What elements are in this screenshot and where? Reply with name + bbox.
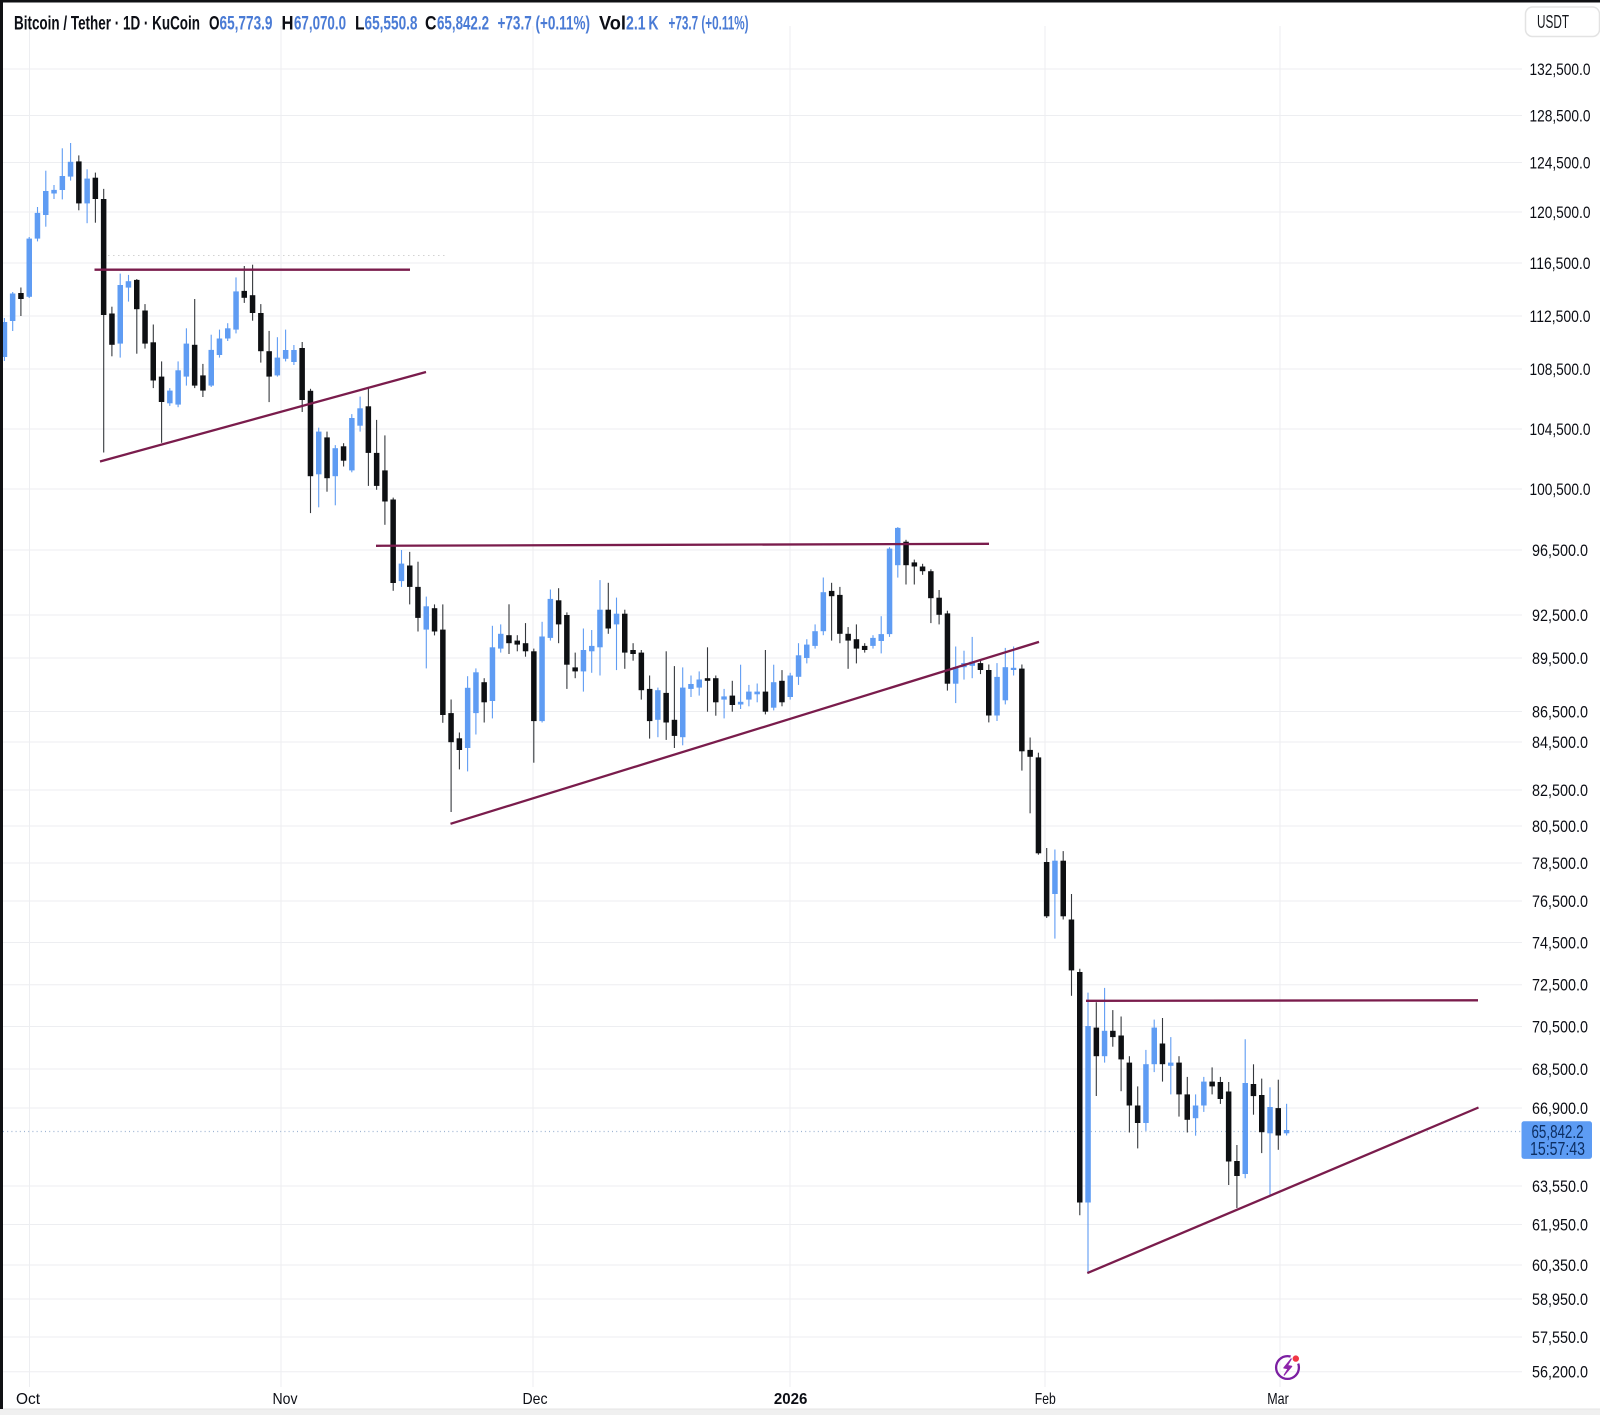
svg-text:56,200.0: 56,200.0	[1532, 1364, 1588, 1382]
svg-text:112,500.0: 112,500.0	[1530, 308, 1591, 326]
svg-text:116,500.0: 116,500.0	[1530, 255, 1591, 273]
svg-text:104,500.0: 104,500.0	[1530, 421, 1591, 439]
svg-text:67,070.0: 67,070.0	[294, 14, 346, 35]
svg-text:66,900.0: 66,900.0	[1532, 1100, 1588, 1118]
svg-text:120,500.0: 120,500.0	[1530, 204, 1591, 222]
svg-text:92,500.0: 92,500.0	[1532, 607, 1588, 625]
svg-text:H: H	[282, 14, 294, 35]
svg-text:108,500.0: 108,500.0	[1530, 361, 1591, 379]
svg-text:124,500.0: 124,500.0	[1530, 154, 1591, 172]
svg-text:Vol: Vol	[599, 14, 626, 35]
svg-text:132,500.0: 132,500.0	[1530, 61, 1591, 79]
svg-text:82,500.0: 82,500.0	[1532, 782, 1588, 800]
svg-text:O: O	[209, 14, 220, 35]
svg-text:65,550.8: 65,550.8	[365, 14, 418, 35]
svg-text:65,842.2: 65,842.2	[1532, 1122, 1584, 1142]
svg-text:86,500.0: 86,500.0	[1532, 703, 1588, 721]
svg-text:60,350.0: 60,350.0	[1532, 1257, 1588, 1275]
svg-text:Mar: Mar	[1267, 1391, 1289, 1408]
svg-text:96,500.0: 96,500.0	[1532, 542, 1588, 560]
svg-text:15:57:43: 15:57:43	[1530, 1139, 1585, 1159]
svg-text:72,500.0: 72,500.0	[1532, 977, 1588, 995]
svg-text:2.1 K: 2.1 K	[626, 14, 659, 35]
svg-text:84,500.0: 84,500.0	[1532, 734, 1588, 752]
svg-text:80,500.0: 80,500.0	[1532, 818, 1588, 836]
svg-text:C: C	[425, 14, 437, 35]
svg-text:Nov: Nov	[273, 1391, 298, 1408]
svg-text:USDT: USDT	[1537, 12, 1569, 32]
svg-text:65,773.9: 65,773.9	[220, 14, 273, 35]
svg-text:65,842.2: 65,842.2	[437, 14, 489, 35]
svg-text:76,500.0: 76,500.0	[1532, 893, 1588, 911]
svg-text:63,550.0: 63,550.0	[1532, 1178, 1588, 1196]
svg-text:+73.7 (+0.11%): +73.7 (+0.11%)	[498, 14, 591, 35]
svg-text:Oct: Oct	[16, 1391, 41, 1408]
svg-text:+73.7 (+0.11%): +73.7 (+0.11%)	[669, 14, 749, 35]
svg-text:70,500.0: 70,500.0	[1532, 1018, 1588, 1036]
svg-text:Dec: Dec	[523, 1391, 548, 1408]
svg-text:58,950.0: 58,950.0	[1532, 1291, 1588, 1309]
svg-text:78,500.0: 78,500.0	[1532, 855, 1588, 873]
svg-text:57,550.0: 57,550.0	[1532, 1329, 1588, 1347]
svg-text:100,500.0: 100,500.0	[1530, 481, 1591, 499]
svg-text:2026: 2026	[774, 1391, 808, 1408]
svg-text:128,500.0: 128,500.0	[1530, 107, 1591, 125]
svg-text:89,500.0: 89,500.0	[1532, 650, 1588, 668]
svg-text:L: L	[355, 14, 365, 35]
svg-text:61,950.0: 61,950.0	[1532, 1216, 1588, 1234]
svg-text:Feb: Feb	[1035, 1391, 1056, 1408]
svg-text:Bitcoin / Tether · 1D · KuCoin: Bitcoin / Tether · 1D · KuCoin	[14, 14, 200, 35]
svg-text:74,500.0: 74,500.0	[1532, 934, 1588, 952]
svg-text:68,500.0: 68,500.0	[1532, 1061, 1588, 1079]
